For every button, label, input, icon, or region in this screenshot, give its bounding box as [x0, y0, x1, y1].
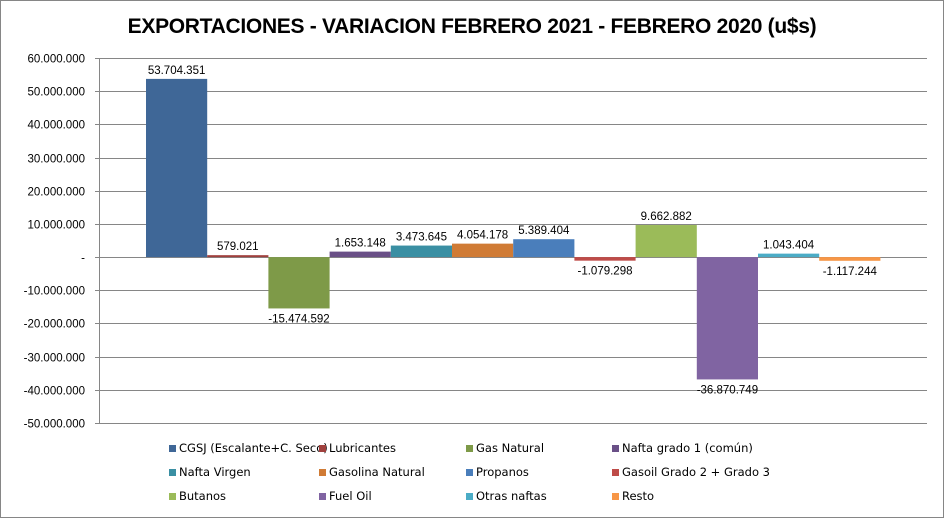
data-label: 9.662.882 — [641, 211, 692, 223]
data-label: -36.870.749 — [697, 384, 758, 396]
data-label: -1.117.244 — [823, 266, 878, 278]
y-tick-label: 10.000.000 — [27, 220, 85, 232]
data-label: 579.021 — [217, 241, 259, 253]
legend-label: CGSJ (Escalante+C. Seco) — [179, 441, 328, 455]
legend-swatch — [319, 468, 326, 476]
bar — [207, 255, 269, 258]
legend-swatch — [169, 492, 176, 500]
bar — [513, 239, 575, 258]
bar — [696, 257, 758, 380]
legend-swatch — [319, 492, 326, 500]
y-tick-label: 50.000.000 — [27, 87, 85, 99]
legend-swatch — [612, 444, 619, 452]
y-tick-label: -30.000.000 — [24, 353, 85, 365]
y-tick-label: 60.000.000 — [27, 54, 85, 66]
y-tick-label: 30.000.000 — [27, 154, 85, 166]
legend-label: Resto — [622, 489, 655, 503]
y-tick-label: -50.000.000 — [24, 419, 85, 431]
legend-label: Fuel Oil — [329, 489, 372, 503]
legend-swatch — [612, 492, 619, 500]
legend-item: Fuel Oil — [319, 489, 372, 503]
legend-label: Gas Natural — [476, 441, 545, 455]
legend-item: Resto — [612, 489, 654, 503]
data-label: 53.704.351 — [148, 65, 206, 77]
legend-label: Gasoil Grado 2 + Grado 3 — [622, 465, 770, 479]
legend-swatch — [466, 468, 473, 476]
legend-label: Butanos — [179, 489, 227, 503]
y-tick-label: - — [81, 253, 85, 265]
legend-swatch — [319, 444, 326, 452]
legend-label: Nafta Virgen — [179, 465, 251, 479]
bar — [758, 253, 820, 258]
legend-item: Gasolina Natural — [319, 465, 425, 479]
y-tick-label: -10.000.000 — [24, 286, 85, 298]
y-tick-label: 40.000.000 — [27, 120, 85, 132]
legend-item: Butanos — [169, 489, 226, 503]
legend-label: Gasolina Natural — [329, 465, 425, 479]
legend-item: Gasoil Grado 2 + Grado 3 — [612, 465, 770, 479]
legend-item: Nafta grado 1 (común) — [612, 441, 753, 455]
data-label: 4.054.178 — [457, 230, 508, 242]
legend-item: Lubricantes — [319, 441, 396, 455]
legend-item: Otras naftas — [466, 489, 547, 503]
legend-item: Gas Natural — [466, 441, 544, 455]
legend-label: Otras naftas — [476, 489, 547, 503]
data-label: -15.474.592 — [268, 313, 329, 325]
bar — [452, 243, 514, 258]
bar — [329, 251, 391, 258]
data-label: -1.079.298 — [578, 266, 633, 278]
data-label: 1.653.148 — [335, 238, 386, 250]
bar — [390, 245, 452, 258]
bar — [574, 257, 636, 261]
bar — [268, 257, 330, 309]
legend-swatch — [169, 468, 176, 476]
legend-swatch — [612, 468, 619, 476]
y-tick-label: -40.000.000 — [24, 386, 85, 398]
legend-label: Propanos — [476, 465, 529, 479]
y-tick-label: 20.000.000 — [27, 187, 85, 199]
chart-title: EXPORTACIONES - VARIACION FEBRERO 2021 -… — [127, 15, 817, 38]
legend-label: Lubricantes — [329, 441, 396, 455]
bar — [635, 225, 697, 258]
legend-swatch — [169, 444, 176, 452]
legend-swatch — [466, 444, 473, 452]
y-tick-label: -20.000.000 — [24, 319, 85, 331]
legend-item: CGSJ (Escalante+C. Seco) — [169, 441, 328, 455]
legend-label: Nafta grado 1 (común) — [622, 441, 753, 455]
data-label: 1.043.404 — [763, 240, 815, 252]
bar — [819, 257, 881, 261]
legend-item: Propanos — [466, 465, 529, 479]
bar — [146, 78, 208, 258]
data-label: 3.473.645 — [396, 232, 447, 244]
data-label: 5.389.404 — [518, 225, 570, 237]
legend-item: Nafta Virgen — [169, 465, 251, 479]
legend-swatch — [466, 492, 473, 500]
